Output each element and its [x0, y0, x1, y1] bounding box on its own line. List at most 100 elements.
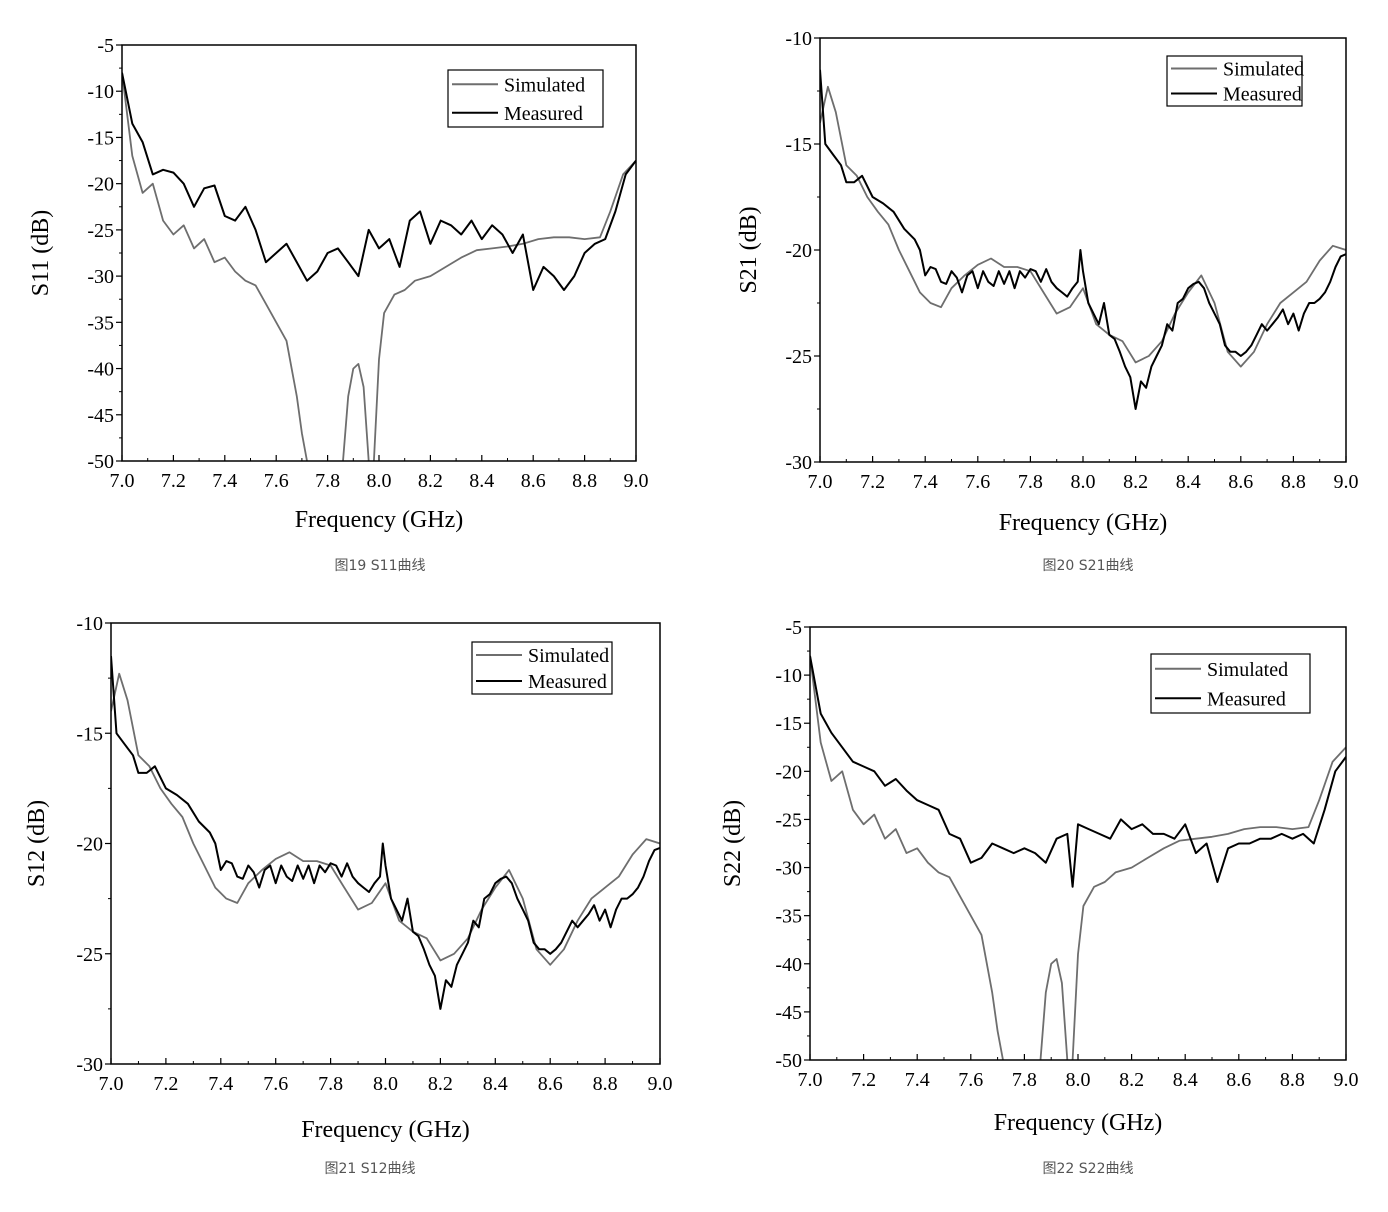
- s21-x-tick-label: 7.6: [965, 471, 990, 493]
- s21-legend: Simulated Measured: [1166, 55, 1304, 107]
- s12-y-tick-label: -25: [76, 944, 103, 966]
- s22-x-tick-label: 7.2: [851, 1069, 876, 1091]
- s21-x-tick-label: 8.0: [1071, 471, 1096, 493]
- s21-x-tick-label: 8.4: [1176, 471, 1201, 493]
- s21-legend-measured-label: Measured: [1223, 84, 1302, 106]
- s11-y-tick-label: -15: [87, 127, 114, 149]
- s21-x-tick-label: 7.0: [808, 471, 833, 493]
- s22-legend: Simulated Measured: [1150, 653, 1311, 714]
- s11-simulated-line-1: [342, 362, 370, 461]
- s11-legend-box: [447, 69, 604, 128]
- s12-y-axis-title: S12 (dB): [24, 800, 50, 887]
- s12-x-tick-label: 7.2: [153, 1073, 178, 1095]
- s22-y-tick-label: -25: [775, 809, 802, 831]
- s11-y-tick-label: -5: [97, 35, 114, 57]
- s22-x-tick-label: 7.8: [1012, 1069, 1037, 1091]
- s11-x-tick-label: 8.0: [367, 470, 392, 492]
- s12-x-tick-label: 8.0: [373, 1073, 398, 1095]
- s11-y-tick-label: -50: [87, 451, 114, 473]
- s22-y-tick-label: -20: [775, 761, 802, 783]
- s11-y-tick-label: -35: [87, 312, 114, 334]
- s11-y-tick-label: -20: [87, 174, 114, 196]
- s12-y-tick-label: -15: [76, 723, 103, 745]
- s21-x-tick-label: 7.4: [913, 471, 938, 493]
- s12-legend-box: [471, 641, 613, 695]
- s21-figure-caption: 图20 S21曲线: [1042, 558, 1134, 574]
- s11-y-tick-label: -25: [87, 220, 114, 242]
- s11-x-tick-label: 9.0: [624, 470, 649, 492]
- s12-y-tick-label: -20: [76, 834, 103, 856]
- s21-legend-simulated-label: Simulated: [1223, 59, 1304, 81]
- s12-x-tick-label: 7.8: [318, 1073, 343, 1095]
- s22-x-tick-label: 8.2: [1119, 1069, 1144, 1091]
- s21-series-group: [820, 69, 1346, 410]
- s21-simulated-line-0: [820, 85, 1346, 368]
- s12-legend: Simulated Measured: [471, 641, 613, 695]
- s11-x-tick-label: 8.4: [469, 470, 494, 492]
- s11-x-tick-label: 7.0: [110, 470, 135, 492]
- s22-figure-caption: 图22 S22曲线: [1042, 1161, 1134, 1177]
- s22-x-tick-label: 8.0: [1066, 1069, 1091, 1091]
- s11-simulated-line-0: [122, 72, 308, 461]
- s21-y-axis-title: S21 (dB): [736, 206, 762, 293]
- s12-chart: 7.0 7.2 7.4 7.6 7.8 8.0 8.2 8.4 8.6 8.8 9.0 -10 -15 -…: [24, 613, 673, 1143]
- s22-x-tick-label: 7.4: [905, 1069, 930, 1091]
- s11-chart: 7.0 7.2 7.4 7.6 7.8 8.0 8.2 8.4 8.6 8.8 9.0 -5 -10 -1…: [28, 35, 649, 533]
- s12-x-tick-label: 7.0: [99, 1073, 124, 1095]
- s12-simulated-line-0: [111, 672, 660, 966]
- s21-y-tick-label: -10: [785, 28, 812, 50]
- s21-y-tick-label: -15: [785, 134, 812, 156]
- s21-x-tick-label: 7.8: [1018, 471, 1043, 493]
- s22-y-tick-label: -10: [775, 665, 802, 687]
- s22-x-axis-title: Frequency (GHz): [994, 1110, 1163, 1136]
- s21-x-tick-label: 8.8: [1281, 471, 1306, 493]
- s22-simulated-line-0: [810, 655, 1004, 1060]
- s22-y-tick-label: -45: [775, 1002, 802, 1024]
- s11-simulated-line-2: [373, 159, 636, 461]
- s11-y-axis-title: S11 (dB): [28, 210, 54, 296]
- s12-x-tick-label: 8.2: [428, 1073, 453, 1095]
- s22-x-tick-label: 7.6: [958, 1069, 983, 1091]
- s11-x-tick-label: 7.8: [315, 470, 340, 492]
- s21-x-tick-label: 9.0: [1334, 471, 1359, 493]
- s22-y-axis-title: S22 (dB): [720, 800, 746, 887]
- s11-y-tick-label: -10: [87, 81, 114, 103]
- s12-x-axis-title: Frequency (GHz): [301, 1117, 470, 1143]
- s11-x-axis-title: Frequency (GHz): [295, 507, 464, 533]
- s11-measured-line-3: [122, 72, 636, 291]
- s11-x-tick-label: 8.8: [572, 470, 597, 492]
- s21-y-tick-label: -30: [785, 452, 812, 474]
- s22-x-tick-label: 7.0: [798, 1069, 823, 1091]
- s12-legend-simulated-label: Simulated: [528, 645, 609, 667]
- s12-x-tick-label: 8.8: [593, 1073, 618, 1095]
- s11-legend-measured-label: Measured: [504, 103, 583, 125]
- s11-y-tick-label: -45: [87, 405, 114, 427]
- s11-series-group: [122, 72, 636, 461]
- s22-x-tick-label: 9.0: [1334, 1069, 1359, 1091]
- s12-x-tick-label: 8.4: [483, 1073, 508, 1095]
- s11-y-tick-label: -30: [87, 266, 114, 288]
- s11-x-tick-label: 8.2: [418, 470, 443, 492]
- s22-y-tick-label: -40: [775, 954, 802, 976]
- s22-y-tick-label: -15: [775, 713, 802, 735]
- s11-x-tick-label: 7.6: [264, 470, 289, 492]
- s22-series-group: [810, 655, 1346, 1060]
- s22-chart: 7.0 7.2 7.4 7.6 7.8 8.0 8.2 8.4 8.6 8.8 9.0 -5 -10 -1…: [720, 617, 1359, 1136]
- s22-legend-measured-label: Measured: [1207, 688, 1286, 710]
- s22-y-tick-label: -30: [775, 858, 802, 880]
- s21-x-tick-label: 8.2: [1123, 471, 1148, 493]
- s22-measured-line-3: [810, 655, 1346, 888]
- s12-y-tick-label: -10: [76, 613, 103, 635]
- s22-simulated-line-1: [1039, 958, 1069, 1060]
- s21-y-tick-label: -25: [785, 346, 812, 368]
- s21-measured-line-1: [820, 69, 1346, 410]
- s22-y-tick-label: -35: [775, 906, 802, 928]
- s21-chart: 7.0 7.2 7.4 7.6 7.8 8.0 8.2 8.4 8.6 8.8 9.0 -10 -15 -…: [736, 28, 1359, 536]
- s12-figure-caption: 图21 S12曲线: [324, 1161, 416, 1177]
- s22-x-tick-label: 8.8: [1280, 1069, 1305, 1091]
- s21-x-tick-label: 8.6: [1228, 471, 1253, 493]
- s12-series-group: [111, 656, 660, 1010]
- s21-y-tick-label: -20: [785, 240, 812, 262]
- s12-x-tick-label: 8.6: [538, 1073, 563, 1095]
- s11-y-tick-label: -40: [87, 359, 114, 381]
